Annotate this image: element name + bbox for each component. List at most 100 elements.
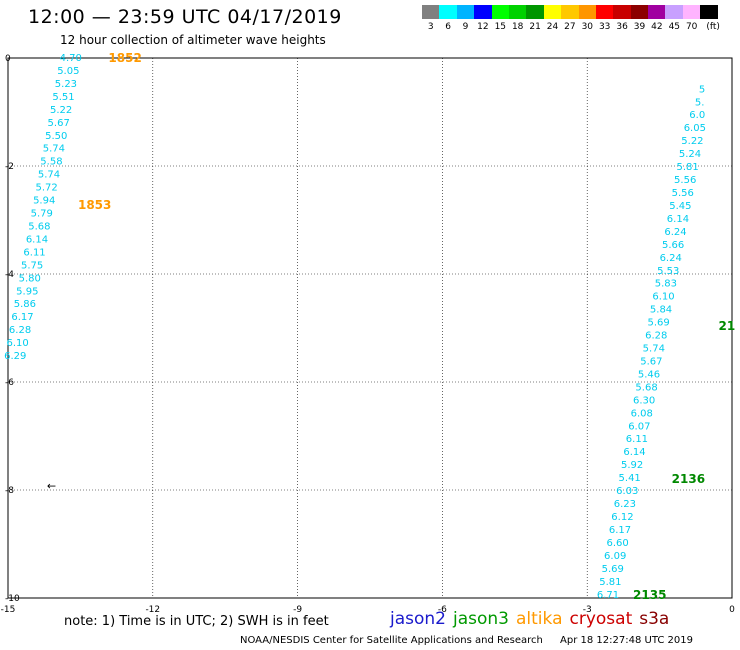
track-time-label: 1852 — [108, 51, 141, 65]
wave-height-value: 6.23 — [614, 499, 636, 510]
wave-height-value: 5.05 — [57, 66, 79, 77]
page-title: 12:00 — 23:59 UTC 04/17/2019 — [28, 6, 342, 28]
wave-height-value: 5.69 — [602, 564, 624, 575]
wave-height-value: 5.74 — [643, 344, 665, 355]
legend-label: 9 — [462, 22, 469, 32]
y-tick-label: -2 — [5, 162, 14, 172]
y-tick-label: -8 — [5, 486, 14, 496]
wave-height-value: 5.72 — [35, 183, 57, 194]
wave-height-value: 6.14 — [623, 447, 645, 458]
wave-height-value: 5.45 — [669, 201, 691, 212]
wave-height-value: 5.81 — [599, 577, 621, 588]
wave-height-value: 5.81 — [676, 162, 698, 173]
legend-swatch — [595, 5, 614, 19]
wave-height-value: 5.22 — [50, 105, 72, 116]
wave-height-value: 5.56 — [672, 188, 694, 199]
wave-height-value: 6.05 — [684, 123, 706, 134]
legend-label: 33 — [598, 22, 611, 32]
wave-height-value: 5.94 — [33, 196, 55, 207]
wave-height-value: 6.10 — [7, 338, 29, 349]
wave-height-value: 5.79 — [31, 209, 53, 220]
legend-swatch — [561, 5, 579, 19]
wave-height-value: 5.22 — [681, 136, 703, 147]
wave-height-value: 6.0 — [689, 110, 705, 121]
wave-height-value: 5. — [695, 97, 705, 108]
wave-height-value: 5.80 — [19, 273, 41, 284]
x-tick-label: 0 — [729, 605, 735, 615]
track-time-label: 1853 — [78, 198, 111, 212]
wave-height-value: 6.24 — [660, 253, 682, 264]
x-tick-label: -15 — [1, 605, 16, 615]
legend-swatch — [474, 5, 492, 19]
wave-height-value: 5.41 — [619, 473, 641, 484]
wave-height-value: 4.70 — [60, 53, 82, 64]
wave-height-value: 6.60 — [606, 538, 628, 549]
wave-height-value: 5.84 — [650, 305, 672, 316]
legend-swatch — [422, 5, 440, 19]
satellite-s3a: s3a — [639, 609, 670, 629]
wave-height-value: 5 — [699, 84, 705, 95]
wave-height-value: 5.53 — [657, 266, 679, 277]
wave-height-value: 5.24 — [679, 149, 701, 160]
x-tick-label: -9 — [293, 605, 302, 615]
y-tick-label: -4 — [5, 270, 14, 280]
wave-height-value: 5.74 — [38, 170, 60, 181]
wave-height-value: 5.56 — [674, 175, 696, 186]
legend-label: 27 — [564, 22, 576, 32]
wave-height-value: 6.08 — [631, 408, 653, 419]
wave-height-value: 5.66 — [662, 240, 684, 251]
legend-swatch — [491, 5, 509, 19]
wave-height-value: 6.29 — [4, 351, 26, 362]
wave-height-value: 6.17 — [11, 312, 33, 323]
wave-height-value: 5.67 — [640, 356, 662, 367]
wave-height-value: 6.14 — [667, 214, 689, 225]
legend-label: 6 — [445, 22, 451, 32]
legend-label: 18 — [511, 22, 524, 32]
wave-height-value: 5.46 — [638, 369, 660, 380]
wave-height-value: 6.11 — [626, 434, 648, 445]
legend-swatch — [526, 5, 544, 19]
y-tick-label: 0 — [5, 54, 11, 64]
track-time-label: 2135 — [633, 588, 666, 602]
wave-height-value: 6.07 — [628, 421, 650, 432]
wave-height-value: 5.69 — [648, 318, 670, 329]
wave-height-value: 5.51 — [52, 92, 74, 103]
legend-label: 15 — [494, 22, 507, 32]
legend-label: 3 — [427, 22, 434, 32]
legend-label: 70 — [685, 22, 698, 32]
legend-swatch — [700, 5, 718, 19]
map-frame — [7, 57, 733, 599]
wave-height-value: 5.68 — [28, 221, 50, 232]
satellite-cryosat: cryosat — [569, 609, 633, 629]
wave-height-value: 5.67 — [48, 118, 70, 129]
wave-height-value: 5.50 — [45, 131, 67, 142]
legend-swatch — [543, 5, 562, 19]
wave-height-value: 6.10 — [652, 292, 674, 303]
wave-height-value: 6.11 — [23, 247, 45, 258]
track-time-label: 21 — [718, 319, 735, 333]
wave-height-value: 5.83 — [655, 279, 677, 290]
wave-height-value: 6.71 — [597, 590, 619, 601]
wave-height-value: 6.17 — [609, 525, 631, 536]
satellite-jason2: jason2 — [390, 609, 446, 629]
wave-height-value: 6.14 — [26, 234, 48, 245]
page-subtitle: 12 hour collection of altimeter wave hei… — [60, 33, 326, 47]
x-tick-label: -3 — [583, 605, 592, 615]
y-tick-label: -10 — [5, 594, 20, 604]
wave-height-value: 5.58 — [40, 157, 62, 168]
wave-height-value: 5.74 — [43, 144, 65, 155]
color-scale-labels: 3 6 9 12 15 18 21 24 27 30 33 36 39 42 45 70 (ft) — [422, 22, 740, 34]
track-time-label: 2136 — [672, 472, 705, 486]
legend-label: (ft) — [706, 22, 720, 32]
legend-swatch — [578, 5, 596, 19]
legend-swatch — [630, 5, 649, 19]
x-tick-label: -6 — [438, 605, 447, 615]
legend-label: 30 — [581, 22, 594, 32]
wave-height-value: 6.28 — [645, 331, 667, 342]
legend-label: 12 — [477, 22, 489, 32]
legend-swatch — [682, 5, 701, 19]
wave-height-value: 6.30 — [633, 395, 655, 406]
wave-height-value: 5.95 — [16, 286, 38, 297]
legend-label: 24 — [546, 22, 559, 32]
